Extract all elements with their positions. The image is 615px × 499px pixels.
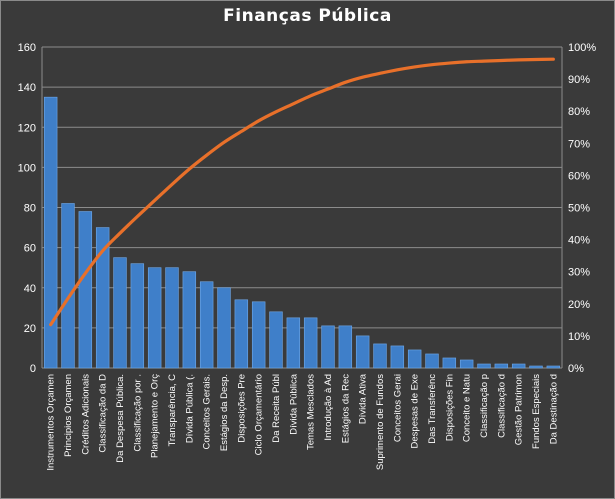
y2-tick-label: 90%: [568, 74, 590, 86]
category-label: Classificação d: [496, 374, 507, 438]
category-label: Das Transferênc: [427, 374, 438, 444]
category-label: Disposições Fin: [444, 374, 455, 441]
chart-title: Finanças Pública: [223, 6, 392, 26]
bar: [251, 301, 266, 369]
bar: [494, 363, 509, 369]
bar: [234, 299, 249, 369]
category-label: Estágios da Desp.: [219, 374, 230, 451]
category-label: Despesas de Exe: [410, 374, 421, 448]
bar: [113, 257, 127, 369]
category-label: Temas Mesclados: [306, 374, 317, 450]
y2-tick-label: 20%: [568, 299, 590, 311]
category-label: Disposições Pre: [236, 374, 247, 443]
y2-tick-label: 60%: [568, 170, 590, 182]
y-tick-label: 140: [18, 82, 36, 94]
category-label: Estágios da Rec: [340, 374, 351, 443]
category-label: Instrumentos Orçamen: [46, 374, 57, 471]
y2-tick-label: 10%: [568, 331, 590, 343]
bar: [529, 365, 543, 369]
bar: [338, 325, 353, 369]
category-label: Classificação p: [479, 374, 490, 438]
bar: [95, 227, 110, 369]
category-label: Conceitos Gerai: [392, 374, 403, 442]
y-tick-label: 20: [24, 323, 36, 335]
bar: [442, 357, 457, 369]
bar: [390, 345, 405, 369]
bar: [407, 349, 422, 369]
bar: [355, 335, 370, 369]
right-axis: 0% 10% 20% 30% 40% 50% 60% 70% 80% 90% 100%: [568, 42, 596, 375]
bar: [546, 365, 561, 369]
y2-tick-label: 70%: [568, 138, 590, 150]
category-label: Suprimento de Fundos: [375, 374, 386, 470]
category-label: Introdução à Ad: [323, 374, 334, 441]
category-label: Dívida Ativa: [358, 373, 369, 424]
bar: [321, 325, 335, 369]
y2-tick-label: 100%: [568, 42, 596, 54]
gridlines: [41, 46, 563, 369]
category-label: Conceitos Gerais.: [202, 374, 213, 450]
bar: [43, 96, 58, 369]
y2-tick-label: 80%: [568, 106, 590, 118]
category-label: Dívida Pública: [288, 373, 299, 434]
bar: [61, 203, 75, 369]
bar: [199, 281, 214, 369]
bar: [78, 211, 93, 369]
bar: [425, 353, 439, 369]
category-label: Planejamento e Orç: [150, 374, 161, 458]
category-label: Da Despesa Pública.: [115, 374, 126, 463]
y-tick-label: 80: [24, 203, 36, 215]
bar: [459, 359, 474, 369]
bar: [477, 363, 491, 369]
category-label: Da Destinação d: [548, 374, 559, 444]
category-label: Ciclo Orçamentário: [254, 374, 265, 455]
category-axis: Instrumentos Orçamen Principios Orçamen Cr…: [46, 373, 560, 470]
y2-tick-label: 50%: [568, 203, 590, 215]
bar: [165, 267, 179, 369]
cumulative-line-series: [49, 57, 555, 327]
category-label: Fundos Especiais: [531, 374, 542, 449]
y-tick-label: 40: [24, 283, 36, 295]
category-label: Principios Orçamen: [63, 374, 74, 457]
cumulative-line: [49, 57, 555, 327]
bar: [147, 267, 162, 369]
bar: [286, 317, 301, 369]
bar: [303, 317, 318, 369]
y2-tick-label: 30%: [568, 267, 590, 279]
y-tick-label: 0: [30, 363, 36, 375]
bar: [269, 311, 283, 369]
category-label: Transparência, C: [167, 374, 178, 447]
category-label: Classificação da D: [98, 374, 109, 453]
bar: [182, 271, 197, 369]
y-tick-label: 60: [24, 243, 36, 255]
y2-tick-label: 0%: [568, 363, 584, 375]
bar: [373, 343, 387, 369]
bar: [511, 363, 526, 369]
category-label: Dívida Pública (.: [184, 374, 195, 443]
y-tick-label: 160: [18, 42, 36, 54]
y-tick-label: 120: [18, 122, 36, 134]
left-axis: 0 20 40 60 80 100 120 140 160: [18, 42, 36, 375]
category-label: Gestão Patrimon: [514, 374, 525, 445]
category-label: Da Receita Públ: [271, 374, 282, 443]
y-tick-label: 100: [18, 162, 36, 174]
bar: [130, 263, 145, 369]
category-label: Conceito e Natu: [462, 374, 473, 442]
category-label: Créditos Adicionais: [80, 374, 91, 455]
y2-tick-label: 40%: [568, 235, 590, 247]
bar-series: [43, 96, 561, 369]
bar: [217, 287, 231, 369]
category-label: Classificação por .: [132, 374, 143, 452]
